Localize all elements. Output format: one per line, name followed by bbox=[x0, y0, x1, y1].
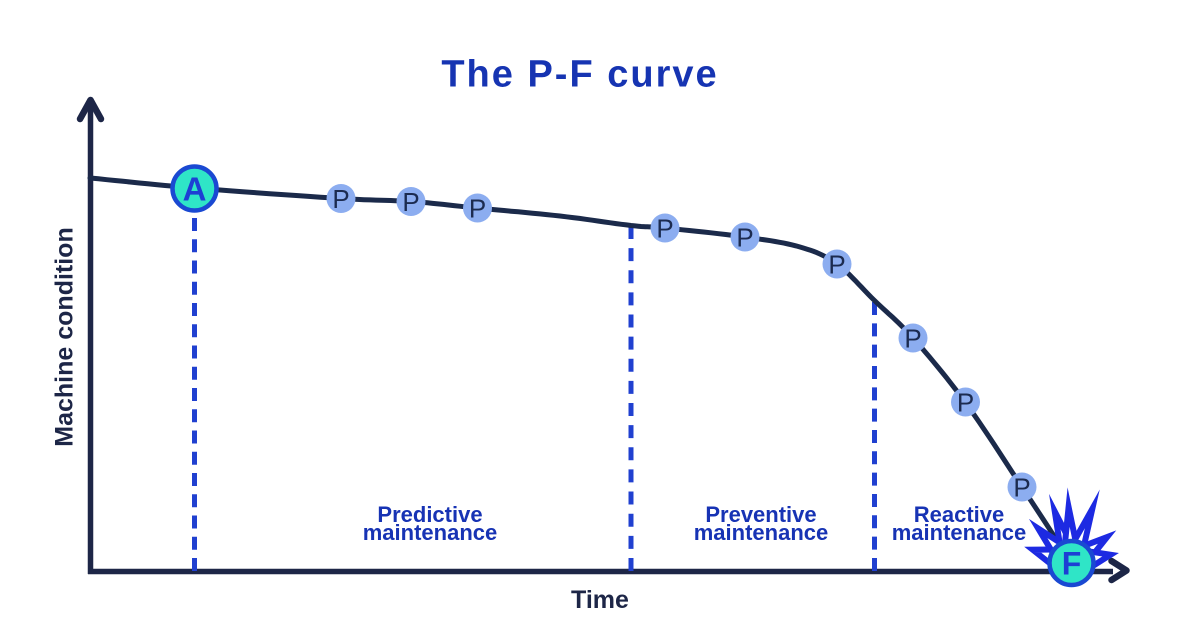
svg-text:P: P bbox=[469, 194, 486, 224]
svg-text:A: A bbox=[183, 171, 207, 208]
svg-text:The P-F curve: The P-F curve bbox=[441, 54, 718, 96]
svg-text:Reactive: Reactive bbox=[914, 502, 1005, 527]
svg-text:Predictive: Predictive bbox=[377, 502, 482, 527]
svg-text:Preventive: Preventive bbox=[705, 502, 816, 527]
svg-text:Machine condition: Machine condition bbox=[51, 227, 79, 446]
svg-text:maintenance: maintenance bbox=[694, 520, 829, 545]
svg-text:P: P bbox=[1013, 473, 1030, 503]
svg-text:P: P bbox=[957, 388, 974, 418]
svg-text:maintenance: maintenance bbox=[892, 520, 1027, 545]
svg-text:P: P bbox=[736, 223, 753, 253]
svg-text:P: P bbox=[656, 214, 673, 244]
svg-text:F: F bbox=[1062, 546, 1082, 582]
svg-text:maintenance: maintenance bbox=[363, 520, 498, 545]
svg-text:P: P bbox=[828, 250, 845, 280]
svg-text:P: P bbox=[332, 184, 349, 214]
svg-text:Time: Time bbox=[571, 586, 629, 614]
svg-text:P: P bbox=[402, 187, 419, 217]
svg-text:P: P bbox=[904, 324, 921, 354]
